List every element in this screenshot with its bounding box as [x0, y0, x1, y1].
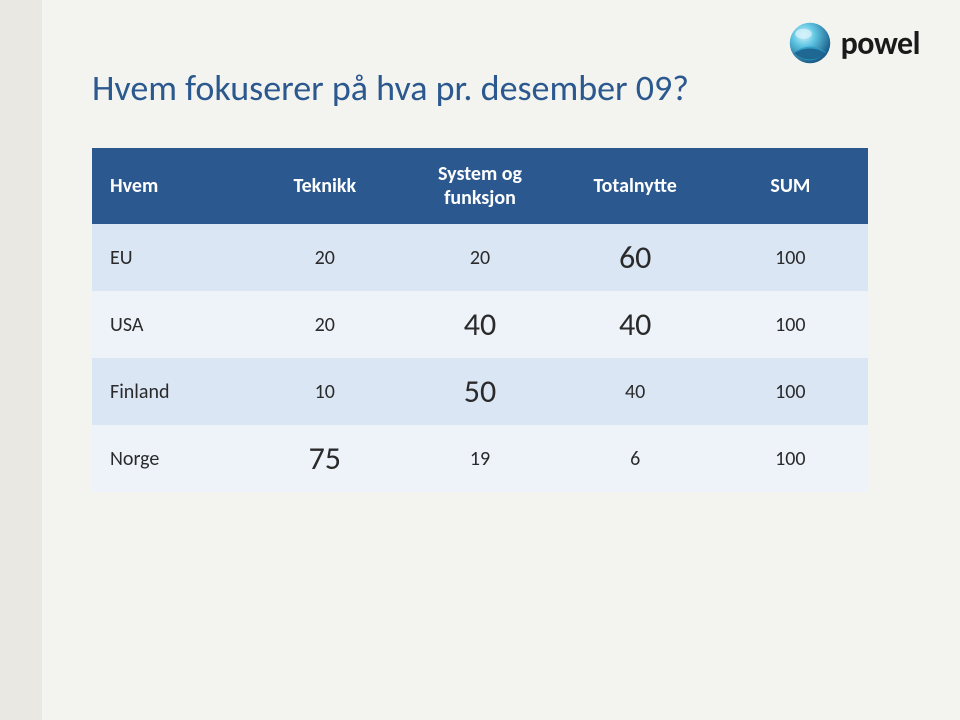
table-row: Norge75196100: [92, 425, 868, 492]
col-teknikk: Teknikk: [247, 148, 402, 224]
row-value: 100: [713, 291, 868, 358]
row-label: Finland: [92, 358, 247, 425]
col-totalnytte: Totalnytte: [558, 148, 713, 224]
left-accent-bar: [0, 0, 42, 720]
row-label: Norge: [92, 425, 247, 492]
table-row: EU202060100: [92, 224, 868, 291]
row-value: 19: [402, 425, 557, 492]
row-value: 100: [713, 358, 868, 425]
page-title: Hvem fokuserer på hva pr. desember 09?: [92, 66, 689, 110]
row-value: 40: [558, 291, 713, 358]
row-value: 20: [247, 224, 402, 291]
row-value: 10: [247, 358, 402, 425]
table-row: USA204040100: [92, 291, 868, 358]
row-value: 40: [558, 358, 713, 425]
table-header-row: Hvem Teknikk System og funksjon Totalnyt…: [92, 148, 868, 224]
col-sum: SUM: [713, 148, 868, 224]
row-value: 50: [402, 358, 557, 425]
col-hvem: Hvem: [92, 148, 247, 224]
col-system: System og funksjon: [402, 148, 557, 224]
brand-name: powel: [841, 24, 920, 63]
brand-logo: powel: [787, 20, 920, 66]
focus-table: Hvem Teknikk System og funksjon Totalnyt…: [92, 148, 868, 492]
row-value: 6: [558, 425, 713, 492]
row-value: 60: [558, 224, 713, 291]
row-value: 20: [402, 224, 557, 291]
table-row: Finland105040100: [92, 358, 868, 425]
row-value: 75: [247, 425, 402, 492]
row-value: 20: [247, 291, 402, 358]
globe-icon: [787, 20, 833, 66]
row-label: USA: [92, 291, 247, 358]
row-label: EU: [92, 224, 247, 291]
row-value: 40: [402, 291, 557, 358]
row-value: 100: [713, 224, 868, 291]
row-value: 100: [713, 425, 868, 492]
